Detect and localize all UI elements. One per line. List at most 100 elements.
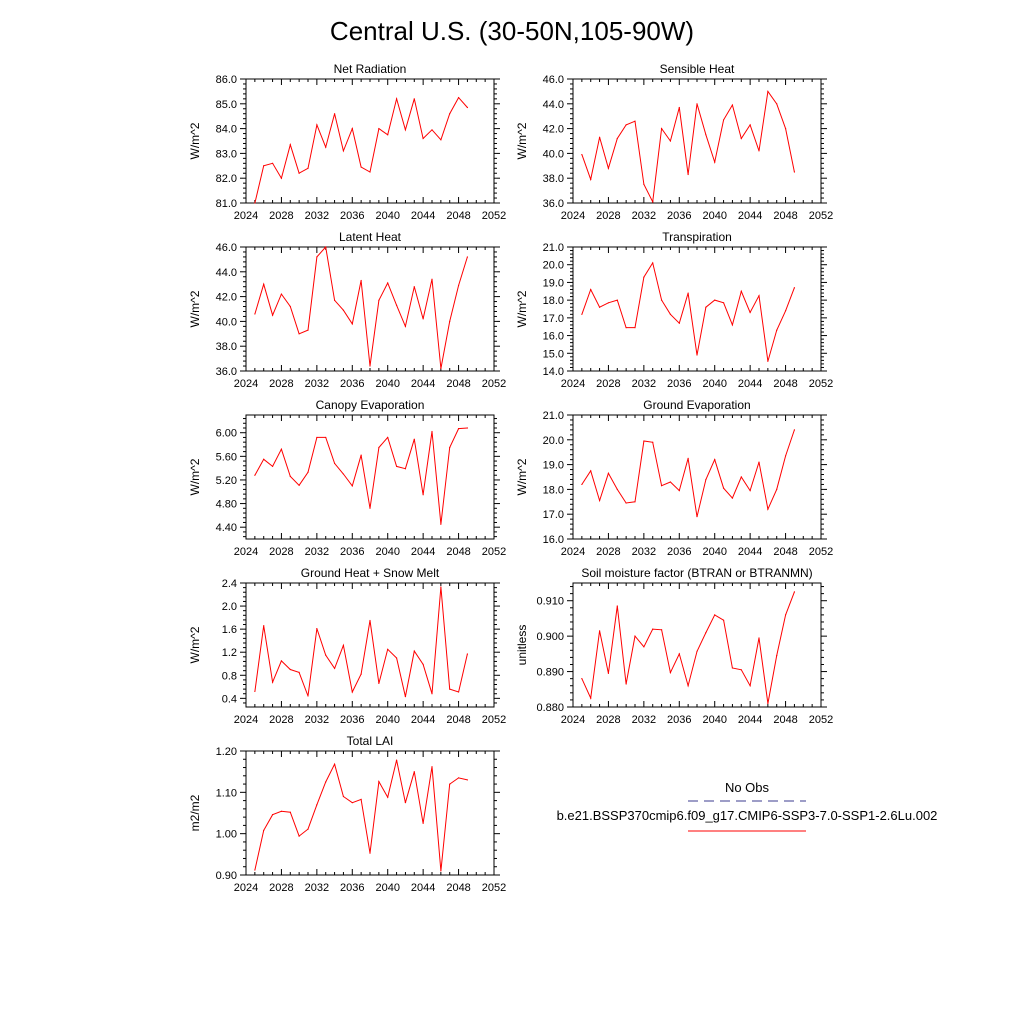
data-point <box>705 134 707 136</box>
y-tick-label: 2.0 <box>222 601 237 613</box>
plot-frame <box>245 78 495 204</box>
data-point <box>634 501 636 503</box>
data-point <box>422 318 424 320</box>
data-point <box>360 454 362 456</box>
y-tick-label: 46.0 <box>216 242 237 254</box>
x-tick-label: 2028 <box>269 546 293 558</box>
x-tick-label: 2024 <box>234 210 258 222</box>
y-tick-label: 0.8 <box>222 670 237 682</box>
data-point <box>616 299 618 301</box>
plot-frame <box>572 582 822 708</box>
y-tick-label: 36.0 <box>543 198 564 210</box>
x-tick-label: 2048 <box>446 210 470 222</box>
data-point <box>607 672 610 674</box>
data-point <box>643 646 645 648</box>
x-tick-label: 2036 <box>340 546 364 558</box>
y-tick-label: 83.0 <box>216 148 237 160</box>
data-point <box>387 648 389 650</box>
data-point <box>325 781 327 783</box>
x-tick-label: 2052 <box>809 210 833 222</box>
data-point <box>758 295 760 297</box>
data-point <box>387 282 389 284</box>
plot-frame <box>245 246 495 372</box>
data-point <box>696 650 698 652</box>
data-point <box>387 436 389 439</box>
data-point <box>457 777 460 779</box>
x-tick-label: 2052 <box>482 378 506 390</box>
plot-frame <box>572 78 822 204</box>
panel-6: Ground Heat + Snow Melt W/m^2 2024 2028 2032… <box>188 566 506 726</box>
data-point <box>378 780 380 783</box>
data-point <box>307 695 309 697</box>
data-point <box>387 134 389 136</box>
data-point <box>793 591 796 593</box>
y-axis-label: m2/m2 <box>188 794 202 831</box>
y-tick-label: 20.0 <box>543 260 564 272</box>
data-point <box>431 693 433 695</box>
data-point <box>581 313 583 315</box>
data-point <box>395 98 398 100</box>
x-tick-label: 2040 <box>702 714 726 726</box>
x-tick-label: 2052 <box>809 546 833 558</box>
data-point <box>590 470 592 472</box>
x-tick-label: 2048 <box>446 714 470 726</box>
data-point <box>351 128 353 130</box>
x-tick-label: 2024 <box>234 882 258 894</box>
data-point <box>440 870 442 872</box>
data-point <box>254 869 256 871</box>
y-tick-label: 84.0 <box>216 124 237 136</box>
y-tick-label: 5.20 <box>216 475 237 487</box>
x-tick-label: 2048 <box>446 378 470 390</box>
data-point <box>616 488 618 490</box>
panel-8: Total LAI m2/m2 2024 2028 2032 2036 2040 2044 20… <box>188 734 506 894</box>
data-point <box>263 283 265 285</box>
data-point <box>696 516 698 518</box>
y-tick-label: 82.0 <box>216 173 237 185</box>
data-point <box>333 667 336 669</box>
data-point <box>351 485 353 487</box>
y-tick-label: 17.0 <box>543 313 564 325</box>
x-tick-label: 2032 <box>632 714 656 726</box>
y-tick-label: 86.0 <box>216 74 237 86</box>
y-tick-label: 6.00 <box>216 428 237 440</box>
data-point <box>395 304 398 306</box>
data-point <box>643 183 645 185</box>
series-line <box>254 96 468 204</box>
y-tick-label: 42.0 <box>216 292 237 304</box>
panel-title: Soil moisture factor (BTRAN or BTRANMN) <box>581 566 812 580</box>
y-tick-label: 44.0 <box>216 267 237 279</box>
data-point <box>652 262 654 264</box>
x-tick-label: 2040 <box>375 714 399 726</box>
data-point <box>590 697 592 699</box>
data-point <box>758 637 760 639</box>
data-point <box>342 150 345 152</box>
x-tick-label: 2044 <box>411 378 435 390</box>
data-point <box>660 299 663 301</box>
x-tick-label: 2052 <box>482 210 506 222</box>
data-point <box>413 438 415 440</box>
data-point <box>369 171 371 173</box>
y-tick-label: 1.20 <box>216 746 237 758</box>
x-tick-label: 2036 <box>667 546 691 558</box>
x-tick-label: 2028 <box>269 378 293 390</box>
data-point <box>669 313 672 315</box>
y-tick-label: 38.0 <box>216 341 237 353</box>
data-point <box>731 667 734 669</box>
data-point <box>466 653 469 655</box>
data-point <box>413 98 415 100</box>
series-line <box>581 591 795 704</box>
data-point <box>298 333 300 335</box>
data-point <box>652 628 654 630</box>
series-line <box>254 427 468 525</box>
data-point <box>342 309 345 311</box>
data-point <box>333 763 336 765</box>
data-point <box>678 322 680 324</box>
data-point <box>404 802 407 804</box>
panel-3: Transpiration W/m^2 2024 2028 2032 2036 2040 20… <box>515 230 833 390</box>
x-tick-label: 2024 <box>234 378 258 390</box>
y-tick-label: 4.40 <box>216 522 237 534</box>
data-point <box>360 798 362 800</box>
y-tick-label: 19.0 <box>543 460 564 472</box>
data-point <box>643 276 645 278</box>
data-point <box>378 128 380 130</box>
